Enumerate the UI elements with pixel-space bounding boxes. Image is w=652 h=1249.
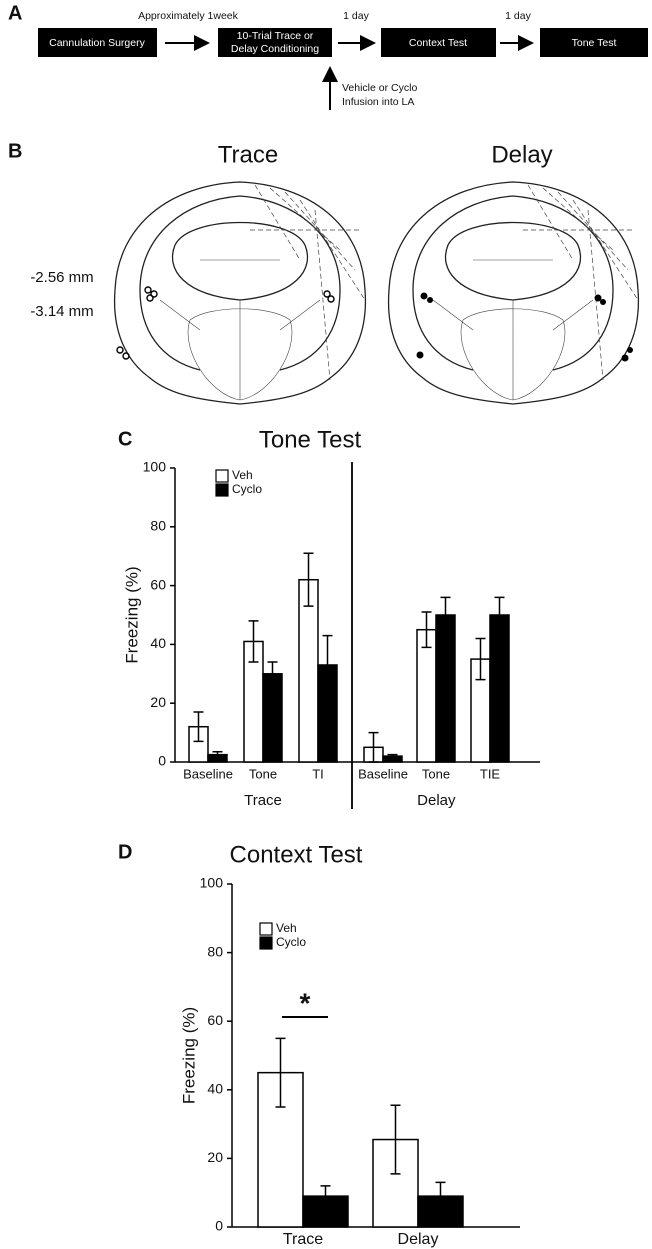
error-bar xyxy=(275,1037,286,1108)
interval-label: Approximately 1week xyxy=(138,10,239,22)
x-tick-label: Trace xyxy=(283,1231,323,1248)
bar xyxy=(298,578,319,763)
y-tick-label: 20 xyxy=(150,694,166,710)
box-label: Delay Conditioning xyxy=(231,43,319,55)
y-tick-label: 80 xyxy=(207,943,223,959)
x-tick-label: Baseline xyxy=(183,766,233,781)
legend-label: Cyclo xyxy=(276,935,306,949)
level-label: -3.14 mm xyxy=(30,303,93,320)
legend-swatch xyxy=(259,922,273,936)
infusion-label: Infusion into LA xyxy=(342,96,414,108)
error-bar xyxy=(320,1185,331,1208)
bar xyxy=(262,673,283,763)
error-bar xyxy=(390,1104,401,1175)
legend-swatch xyxy=(259,936,273,950)
legend-label: Cyclo xyxy=(232,482,262,496)
infusion-label: Vehicle or Cyclo xyxy=(342,82,417,94)
error-bar xyxy=(303,552,314,607)
y-axis-label: Freezing (%) xyxy=(179,1007,198,1104)
box-label: 10-Trial Trace or xyxy=(237,30,314,42)
bar xyxy=(489,614,510,763)
y-tick-label: 40 xyxy=(207,1081,223,1097)
error-bar xyxy=(435,1181,446,1211)
bar xyxy=(416,628,437,763)
box-label: Context Test xyxy=(409,37,467,49)
legend-swatch xyxy=(215,469,229,483)
panel-label: D xyxy=(118,841,132,863)
significance-label: * xyxy=(300,987,311,1018)
error-bar xyxy=(212,750,223,759)
error-bar xyxy=(421,611,432,649)
error-bar xyxy=(267,661,278,687)
section-title: Delay xyxy=(491,141,552,168)
error-bar xyxy=(322,634,333,696)
brain-section xyxy=(387,181,640,405)
timeline-box xyxy=(38,28,157,57)
box-label: Cannulation Surgery xyxy=(49,37,145,49)
y-tick-label: 40 xyxy=(150,635,166,651)
section-title: Trace xyxy=(218,141,278,168)
x-tick-label: Tone xyxy=(422,766,450,781)
box-label: Tone Test xyxy=(572,37,617,49)
error-bar xyxy=(248,620,259,663)
error-bar xyxy=(475,637,486,681)
panel-label: A xyxy=(8,2,22,24)
legend-label: Veh xyxy=(276,921,297,935)
y-tick-label: 0 xyxy=(158,753,166,769)
error-bar xyxy=(193,711,204,743)
interval-label: 1 day xyxy=(343,10,369,22)
error-bar xyxy=(387,753,398,759)
timeline-box xyxy=(218,28,332,57)
error-bar xyxy=(440,596,451,634)
y-tick-label: 100 xyxy=(143,459,167,475)
y-tick-label: 100 xyxy=(200,875,224,891)
arrows xyxy=(165,35,534,110)
panel-label: C xyxy=(118,428,132,450)
group-label: Trace xyxy=(244,792,282,809)
error-bar xyxy=(494,596,505,634)
y-tick-label: 60 xyxy=(150,576,166,592)
brain-section xyxy=(113,181,367,405)
y-axis-label: Freezing (%) xyxy=(122,566,141,663)
x-tick-label: TIE xyxy=(480,766,501,781)
bar xyxy=(435,614,456,763)
error-bar xyxy=(368,731,379,763)
timeline-box xyxy=(381,28,496,57)
chart-title: Tone Test xyxy=(259,426,362,453)
level-label: -2.56 mm xyxy=(30,269,93,286)
x-tick-label: Tone xyxy=(249,766,277,781)
y-tick-label: 20 xyxy=(207,1149,223,1165)
x-tick-label: TI xyxy=(312,766,324,781)
x-tick-label: Delay xyxy=(398,1231,439,1248)
group-label: Delay xyxy=(417,792,456,809)
interval-label: 1 day xyxy=(505,10,531,22)
chart-title: Context Test xyxy=(230,841,363,868)
y-tick-label: 60 xyxy=(207,1012,223,1028)
x-tick-label: Baseline xyxy=(358,766,408,781)
y-tick-label: 80 xyxy=(150,518,166,534)
timeline-box xyxy=(540,28,648,57)
legend-label: Veh xyxy=(232,468,253,482)
legend-swatch xyxy=(215,483,229,497)
y-tick-label: 0 xyxy=(215,1218,223,1234)
panel-label: B xyxy=(8,140,22,162)
